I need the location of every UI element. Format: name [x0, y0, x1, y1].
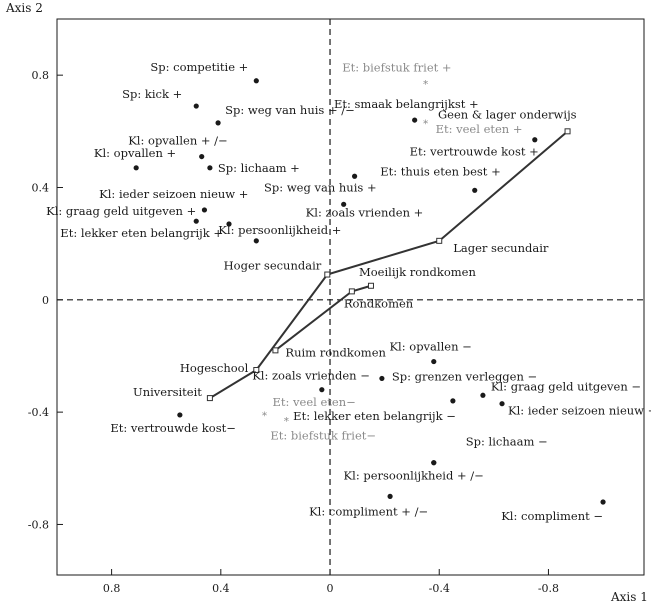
point-label: Et: bief​stuk friet +	[342, 61, 451, 75]
point-label: Lager secundair	[453, 241, 549, 255]
data-point	[450, 398, 456, 404]
x-tick-label: -0.8	[538, 582, 559, 595]
data-point	[193, 103, 199, 109]
point-label: Kl: ieder seizoen nieuw −	[508, 404, 651, 418]
point-label: Kl: opvallen +	[94, 146, 176, 160]
data-point	[341, 201, 347, 207]
y-tick-label: 0.4	[32, 181, 50, 194]
data-point	[499, 401, 505, 407]
data-point	[319, 387, 325, 393]
data-point-star: *	[262, 411, 267, 422]
data-point	[412, 117, 418, 123]
point-label: Kl: persoonlijkheid +	[218, 223, 341, 237]
series-point	[253, 367, 260, 374]
series-point	[272, 347, 279, 354]
point-label: Kl: compliment −	[501, 509, 603, 523]
point-labels: Sp: competitie + Sp: kick + Sp: weg van hu…	[46, 60, 651, 523]
data-points: * * * *	[133, 78, 606, 505]
data-point	[215, 120, 221, 126]
point-label: Sp: competitie +	[150, 60, 248, 74]
y-axis-title: Axis 2	[5, 1, 43, 15]
y-tick-label: -0.8	[28, 518, 49, 531]
point-label: Et: veel eten−	[272, 395, 355, 409]
point-label: Kl: compliment + /−	[309, 504, 428, 518]
data-point	[472, 187, 478, 193]
point-label: Sp: weg van huis + /−	[225, 103, 355, 117]
data-point	[600, 499, 606, 505]
point-label: Et: lekker eten belangrijk −	[293, 409, 456, 423]
data-point	[133, 165, 139, 171]
point-label: Sp: kick +	[122, 87, 182, 101]
data-point	[532, 137, 538, 143]
x-tick-label: 0.4	[212, 582, 230, 595]
y-tick-label: 0.8	[32, 69, 50, 82]
plot-frame	[56, 18, 645, 576]
point-label: Moeilijk rondkomen	[359, 265, 477, 279]
data-point	[253, 238, 259, 244]
point-label: Et: thuis eten best +	[380, 164, 501, 178]
data-point	[387, 493, 393, 499]
data-point	[379, 375, 385, 382]
point-label: Et: lekker eten belangrijk +	[60, 226, 223, 240]
point-label: Universiteit	[133, 385, 202, 399]
point-label: Ruim rondkomen	[285, 345, 386, 359]
y-tick-label: -0.4	[28, 406, 49, 419]
x-tick-label: 0.8	[103, 582, 121, 595]
point-label: Sp: lichaam −	[466, 435, 548, 449]
data-point	[253, 78, 259, 84]
series-point	[324, 271, 331, 278]
data-point	[207, 165, 213, 171]
data-point	[226, 221, 232, 227]
x-tick-label: 0	[327, 582, 334, 595]
data-point-star: *	[423, 119, 428, 130]
point-label: Sp: lichaam +	[218, 161, 300, 175]
point-label: Et: veel eten +	[436, 122, 523, 136]
point-label: Et: smaak belangrijkst +	[334, 97, 479, 111]
x-tick-label: -0.4	[429, 582, 450, 595]
data-point	[431, 358, 437, 365]
x-axis-title: Axis 1	[610, 590, 648, 604]
point-label: Kl: graag geld uitgeven −	[491, 379, 641, 393]
series-point	[206, 395, 213, 402]
series-point	[564, 128, 571, 135]
data-point	[199, 153, 205, 160]
point-label: Kl: graag geld uitgeven +	[46, 204, 196, 218]
series-point	[436, 237, 443, 244]
axis-ticks: 0.8 0.4 0 -0.4 -0.8 0.8 0.4 0 -0.4 -0.8	[28, 69, 559, 595]
data-point	[480, 392, 486, 398]
series-point	[367, 282, 374, 289]
data-point-star: *	[423, 80, 428, 91]
point-label: Hogeschool	[180, 361, 249, 375]
point-label: Kl: zoals vrienden +	[306, 205, 424, 219]
point-label: Et: vertrouwde kost +	[410, 145, 539, 159]
point-label: Hoger secundair	[224, 259, 322, 273]
point-label: Kl: zoals vrienden −	[252, 369, 370, 383]
data-point-star: *	[284, 417, 289, 428]
series-point	[348, 288, 355, 295]
y-tick-label: 0	[42, 294, 49, 307]
point-label: Kl: ieder seizoen nieuw +	[99, 187, 248, 201]
data-point	[431, 460, 437, 466]
data-point	[177, 412, 183, 418]
data-point	[201, 207, 208, 213]
point-label: Kl: persoonlijkheid + /−	[344, 469, 484, 483]
point-label: Rondkomen	[344, 296, 414, 310]
point-label: Sp: weg van huis +	[264, 180, 377, 194]
data-point	[193, 218, 199, 224]
point-label: Geen & lager onderwijs	[438, 107, 577, 121]
point-label: Et: biefstuk friet−	[270, 429, 376, 443]
point-label: Sp: grenzen verleggen −	[392, 369, 537, 383]
point-label: Kl: opvallen + /−	[128, 134, 227, 148]
point-label: Kl: opvallen −	[389, 340, 471, 354]
point-label: Et: vertrouwde kost−	[110, 421, 236, 435]
data-point	[351, 173, 358, 179]
